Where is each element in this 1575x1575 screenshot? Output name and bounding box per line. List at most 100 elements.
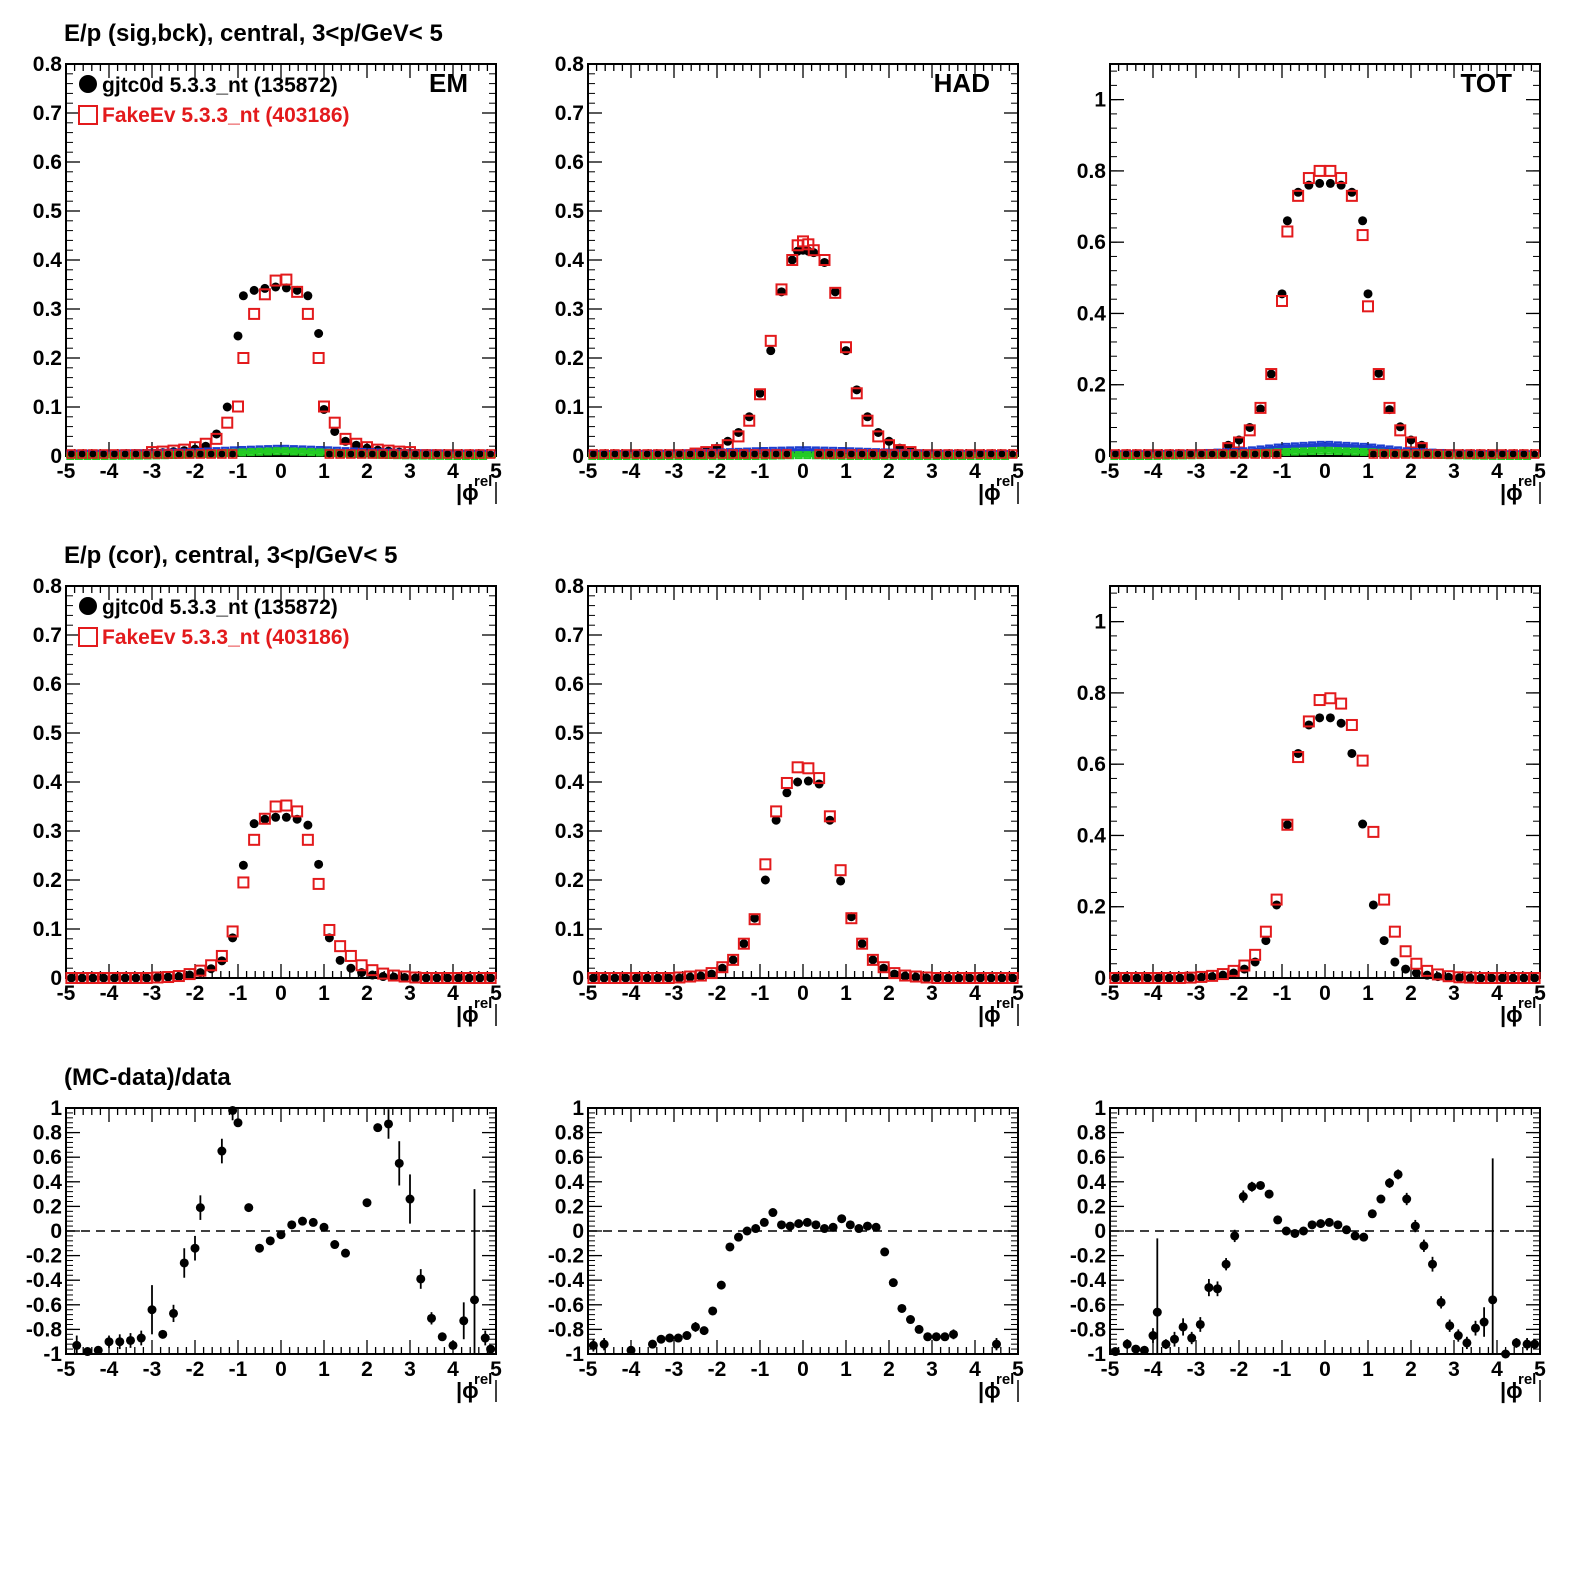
mc-point [727,953,740,966]
mc-point [1276,294,1288,307]
y-tick-label: 0.1 [555,918,585,941]
baseline-data-point [783,450,791,458]
baseline-data-point [1122,450,1130,458]
ratio-point [1511,1338,1521,1348]
mc-point [237,352,250,364]
baseline-data-point [1445,450,1453,458]
ratio-point [1488,1295,1498,1305]
ratio-point [682,1331,692,1341]
data-point [674,973,684,983]
series-marker-green [315,448,324,457]
data-point [1497,973,1507,983]
series-marker-green [803,451,812,460]
data-point [1401,964,1411,974]
data-point [787,255,797,265]
baseline-data-point [121,450,129,458]
x-tick-label: -2 [1230,460,1249,483]
data-point [346,963,356,973]
baseline-data-point [411,450,419,458]
data-point [1374,368,1384,378]
baseline-data-point [686,450,694,458]
y-tick-label: 0.7 [555,624,584,647]
x-tick-label: 3 [926,1358,938,1381]
x-axis-label-sup: rel [474,473,492,490]
y-tick-label: 0.6 [555,1146,584,1169]
data-point [760,875,770,885]
baseline-mc-point [1164,449,1174,459]
ratio-point [104,1337,114,1347]
series-1 [1109,692,1541,984]
baseline-data-point [858,450,866,458]
data-point [1164,973,1174,983]
x-tick-label: -3 [1187,460,1206,483]
mc-point [1238,959,1251,972]
ratio-point [923,1332,933,1342]
baseline-mc-point [857,449,867,459]
ratio-point [486,1344,496,1354]
baseline-mc-point [900,449,910,459]
y-tick-label: 0.4 [555,771,585,794]
ratio-point [820,1224,829,1234]
x-axis-label: |ϕ [978,480,1001,505]
data-point [852,385,862,395]
ratio-point [136,1333,146,1343]
data-point [330,427,340,436]
x-tick-label: 0 [797,460,809,483]
legend-mc-label: FakeEv 5.3.3_nt (403186) [102,626,350,649]
baseline-data-point [218,450,226,458]
ratio-point [734,1232,743,1242]
data-point [884,436,894,446]
x-tick-label: 0 [275,1358,287,1381]
baseline-mc-point [1508,449,1518,459]
x-tick-label: 0 [797,982,809,1005]
baseline-mc-point [1368,449,1379,459]
baseline-data-point [78,450,86,458]
series-0 [66,812,496,983]
x-tick-label: 3 [1448,982,1460,1005]
x-tick-label: -5 [579,1358,598,1381]
mc-point [770,805,783,818]
ratio-point [1393,1169,1403,1179]
baseline-data-point [923,450,931,458]
mc-point [258,288,271,301]
baseline-data-point [1498,450,1506,458]
baseline-mc-point [131,449,141,459]
baseline-data-point [1262,450,1270,458]
data-point [879,963,889,973]
mc-point [1302,715,1315,728]
series-3 [588,451,1018,460]
ratio-point [384,1119,393,1129]
y-tick-label: 1 [572,1097,584,1120]
data-point [335,955,345,965]
ratio-point [906,1315,915,1325]
baseline-points [66,449,496,459]
baseline-mc-point [475,449,485,459]
data-point [66,973,76,983]
baseline-mc-point [975,449,986,459]
y-tick-label: 0 [50,967,62,990]
baseline-mc-point [889,449,900,459]
baseline-points [1110,449,1540,459]
baseline-mc-point [1454,449,1465,459]
baseline-mc-point [367,449,378,459]
y-tick-label: 0.4 [33,249,63,272]
series-marker-green [272,447,281,456]
baseline-data-point [901,450,909,458]
data-point [486,973,496,983]
x-tick-label: 1 [840,460,852,483]
mc-point [1345,189,1358,202]
data-point [163,972,173,982]
legend-mc-marker [78,105,98,125]
mc-point [221,416,234,429]
ratio-point [725,1242,735,1252]
y-tick-label: 1 [1094,89,1106,112]
baseline-mc-point [163,449,173,459]
data-point [1110,973,1120,983]
series-marker-green [298,447,307,456]
x-tick-label: -2 [1230,1358,1249,1381]
baseline-data-point [1455,450,1463,458]
x-tick-label: 0 [1319,460,1331,483]
baseline-mc-point [1175,449,1185,459]
baseline-mc-point [195,449,206,459]
